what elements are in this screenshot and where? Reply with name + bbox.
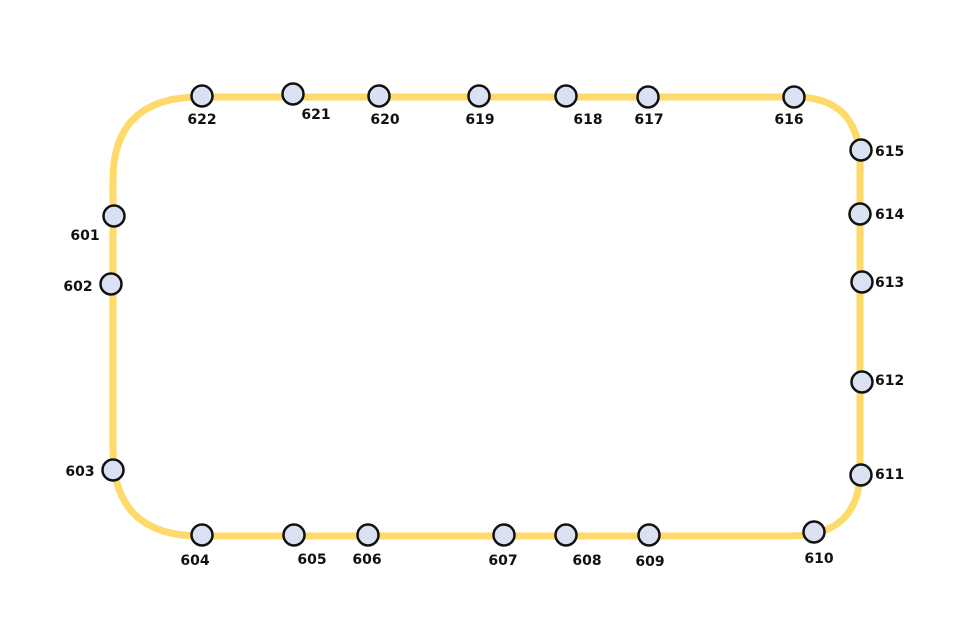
station-marker[interactable] <box>636 85 660 109</box>
station-label: 618 <box>573 112 602 128</box>
station-617[interactable]: 617 <box>634 85 664 129</box>
station-label: 601 <box>70 228 99 244</box>
station-612[interactable]: 612 <box>850 370 905 394</box>
station-label: 607 <box>488 553 517 569</box>
station-610[interactable]: 610 <box>802 520 834 568</box>
station-613[interactable]: 613 <box>850 270 905 294</box>
station-marker[interactable] <box>554 84 578 108</box>
station-marker[interactable] <box>190 84 214 108</box>
station-608[interactable]: 608 <box>554 523 602 570</box>
station-611[interactable]: 611 <box>849 463 905 487</box>
station-label: 619 <box>465 112 494 128</box>
station-marker[interactable] <box>637 523 661 547</box>
station-602[interactable]: 602 <box>63 272 123 296</box>
station-615[interactable]: 615 <box>849 138 905 162</box>
station-marker[interactable] <box>850 270 874 294</box>
station-marker[interactable] <box>850 370 874 394</box>
route-line <box>109 93 864 540</box>
stations-layer: 601 602 603 604 605 606 607 608 609 610 611 612 613 6… <box>63 82 905 571</box>
station-label: 616 <box>774 112 803 128</box>
station-marker[interactable] <box>281 82 305 106</box>
station-label: 609 <box>635 554 664 570</box>
station-label: 612 <box>875 373 904 389</box>
station-marker[interactable] <box>848 202 872 226</box>
station-marker[interactable] <box>101 458 125 482</box>
station-609[interactable]: 609 <box>635 523 665 571</box>
station-label: 610 <box>804 551 833 567</box>
station-label: 621 <box>301 107 330 123</box>
station-604[interactable]: 604 <box>180 523 214 570</box>
station-marker[interactable] <box>782 85 806 109</box>
station-marker[interactable] <box>282 523 306 547</box>
station-marker[interactable] <box>99 272 123 296</box>
station-label: 615 <box>875 144 904 160</box>
station-marker[interactable] <box>367 84 391 108</box>
station-marker[interactable] <box>492 523 516 547</box>
station-marker[interactable] <box>849 463 873 487</box>
station-label: 603 <box>65 464 94 480</box>
station-620[interactable]: 620 <box>367 84 400 129</box>
station-label: 614 <box>875 207 904 223</box>
station-616[interactable]: 616 <box>774 85 806 129</box>
station-marker[interactable] <box>356 523 380 547</box>
station-label: 604 <box>180 553 209 569</box>
station-marker[interactable] <box>190 523 214 547</box>
station-603[interactable]: 603 <box>65 458 125 482</box>
station-619[interactable]: 619 <box>465 84 495 129</box>
station-label: 606 <box>352 552 381 568</box>
station-label: 611 <box>875 467 904 483</box>
station-label: 617 <box>634 112 663 128</box>
station-label: 605 <box>297 552 326 568</box>
station-label: 620 <box>370 112 399 128</box>
station-label: 608 <box>572 553 601 569</box>
station-label: 622 <box>187 112 216 128</box>
station-marker[interactable] <box>467 84 491 108</box>
station-label: 613 <box>875 275 904 291</box>
station-marker[interactable] <box>802 520 826 544</box>
station-601[interactable]: 601 <box>70 204 126 245</box>
station-622[interactable]: 622 <box>187 84 217 129</box>
station-606[interactable]: 606 <box>352 523 382 569</box>
station-marker[interactable] <box>102 204 126 228</box>
station-marker[interactable] <box>554 523 578 547</box>
station-marker[interactable] <box>849 138 873 162</box>
station-605[interactable]: 605 <box>282 523 327 569</box>
station-607[interactable]: 607 <box>488 523 518 570</box>
station-label: 602 <box>63 279 92 295</box>
station-621[interactable]: 621 <box>281 82 331 124</box>
station-614[interactable]: 614 <box>848 202 905 226</box>
station-618[interactable]: 618 <box>554 84 603 129</box>
